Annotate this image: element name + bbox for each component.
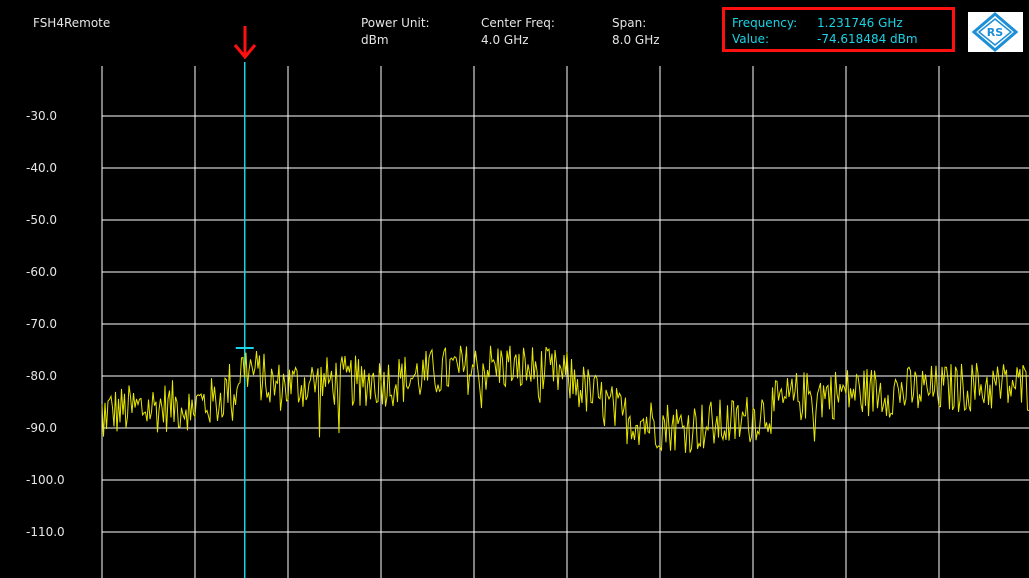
marker-frequency-value: 1.231746 GHz — [817, 16, 903, 30]
plot-grid — [101, 66, 1029, 578]
marker-value-value: -74.618484 dBm — [817, 32, 918, 46]
y-tick-label: -100.0 — [26, 473, 65, 487]
power-unit-value: dBm — [361, 33, 389, 47]
y-tick-label: -90.0 — [26, 421, 57, 435]
span-label: Span: — [612, 16, 647, 30]
center-freq-info: Center Freq: 4.0 GHz — [481, 15, 555, 49]
y-tick-label: -50.0 — [26, 213, 57, 227]
marker-frequency-label: Frequency: — [732, 16, 798, 30]
marker-arrow-icon — [232, 24, 258, 64]
marker-value-row: Value: -74.618484 dBm — [732, 31, 918, 47]
y-tick-label: -70.0 — [26, 317, 57, 331]
y-tick-label: -110.0 — [26, 525, 65, 539]
y-tick-label: -80.0 — [26, 369, 57, 383]
center-freq-value: 4.0 GHz — [481, 33, 529, 47]
marker-value-label: Value: — [732, 32, 769, 46]
power-unit-info: Power Unit: dBm — [361, 15, 430, 49]
logo-letters: RS — [987, 26, 1003, 39]
span-info: Span: 8.0 GHz — [612, 15, 660, 49]
y-tick-label: -60.0 — [26, 265, 57, 279]
rohde-schwarz-logo-icon: RS — [968, 12, 1023, 52]
center-freq-label: Center Freq: — [481, 16, 555, 30]
spectrum-trace — [101, 345, 1029, 453]
span-value: 8.0 GHz — [612, 33, 660, 47]
marker-readout: Frequency: 1.231746 GHz Value: -74.618484 … — [722, 7, 955, 52]
y-tick-label: -40.0 — [26, 161, 57, 175]
y-tick-label: -30.0 — [26, 109, 57, 123]
power-unit-label: Power Unit: — [361, 16, 430, 30]
marker-frequency-row: Frequency: 1.231746 GHz — [732, 15, 903, 31]
app-title: FSH4Remote — [33, 16, 111, 30]
y-axis-ticks: -30.0 -40.0 -50.0 -60.0 -70.0 -80.0 -90.0 -100.… — [26, 109, 65, 539]
